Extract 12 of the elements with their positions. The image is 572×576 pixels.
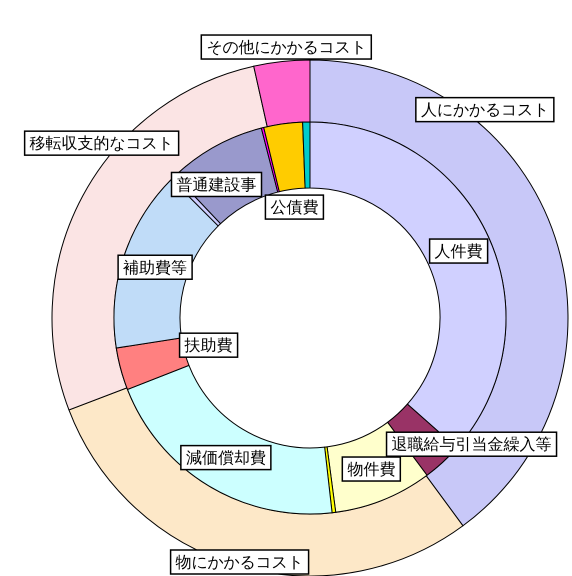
slice-label: 普通建設事: [176, 174, 257, 194]
slice-label: 物にかかるコスト: [176, 552, 304, 572]
slice-label: 補助費等: [123, 258, 188, 277]
slice-label: 人件費: [434, 242, 483, 261]
slice-label: 移転収支的なコスト: [30, 134, 174, 153]
slice-label: 物件費: [347, 460, 396, 479]
slice-label: 扶助費: [184, 336, 233, 355]
slice-label: 退職給与引当金繰入等: [392, 434, 552, 454]
slice-label: 公債費: [270, 198, 318, 217]
slice-label: 人にかかるコスト: [420, 100, 549, 120]
slice-label: その他にかかるコスト: [206, 38, 366, 57]
slice-label: 減価償却費: [186, 448, 266, 468]
